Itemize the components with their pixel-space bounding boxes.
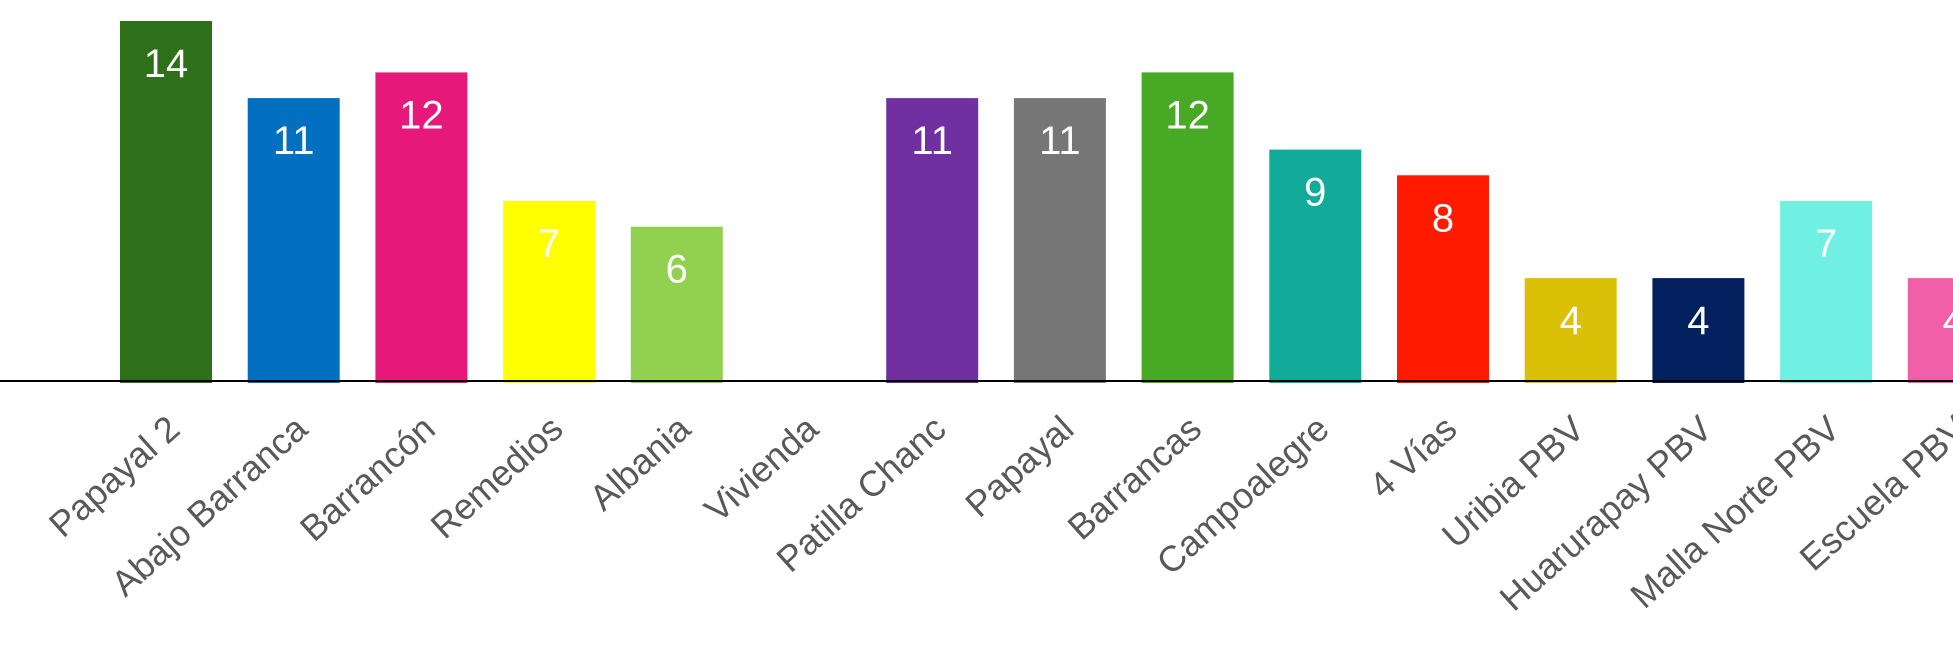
- category-label-malla-norte-pbv: Malla Norte PBV: [1622, 407, 1847, 616]
- category-label-huarurapay-pbv: Huarurapay PBV: [1492, 407, 1720, 618]
- value-label-remedios: 7: [538, 222, 560, 266]
- bar-uribia-pbv: [1524, 278, 1617, 383]
- bars-group: [120, 21, 1953, 384]
- value-label-uribia-pbv: 4: [1560, 299, 1582, 343]
- category-label-albania: Albania: [581, 407, 698, 518]
- bar-albania: [630, 226, 723, 383]
- value-label-albania: 6: [666, 248, 688, 292]
- bar-escuela-pbv: [1907, 278, 1953, 383]
- bar-malla-norte-pbv: [1780, 201, 1873, 383]
- value-label-malla-norte-pbv: 7: [1815, 222, 1837, 266]
- value-label-papayal: 11: [1039, 119, 1081, 163]
- bar-patilla-chanc: [886, 98, 979, 383]
- category-label-remedios: Remedios: [423, 407, 571, 546]
- value-labels-group: 14 11 12 7 6 11 11 12 9 8 4 4 7 4: [144, 42, 1953, 343]
- value-label-barrancon: 12: [399, 93, 444, 137]
- category-label-barrancon: Barrancón: [292, 407, 443, 549]
- category-label-vivienda: Vivienda: [696, 407, 826, 530]
- bar-campoalegre: [1269, 149, 1362, 383]
- bar-abajo-barranca: [247, 98, 340, 383]
- value-label-escuela-pbv: 4: [1943, 299, 1953, 343]
- category-label-4-vias: 4 Vías: [1361, 407, 1464, 506]
- value-label-huarurapay-pbv: 4: [1687, 299, 1709, 343]
- bar-barrancon: [375, 72, 468, 384]
- value-label-papayal-2: 14: [144, 42, 189, 86]
- bar-barrancas: [1141, 72, 1234, 384]
- value-label-patilla-chanc: 11: [911, 119, 953, 163]
- value-label-barrancas: 12: [1165, 93, 1210, 137]
- value-label-4-vias: 8: [1432, 196, 1454, 240]
- value-label-abajo-barranca: 11: [273, 119, 315, 163]
- value-label-campoalegre: 9: [1304, 171, 1326, 215]
- category-label-papayal: Papayal: [957, 407, 1081, 525]
- bar-papayal-2: [120, 21, 212, 383]
- bar-4-vias: [1397, 175, 1489, 383]
- bar-remedios: [503, 201, 596, 383]
- bar-huarurapay-pbv: [1652, 278, 1745, 383]
- bar-papayal: [1013, 98, 1106, 383]
